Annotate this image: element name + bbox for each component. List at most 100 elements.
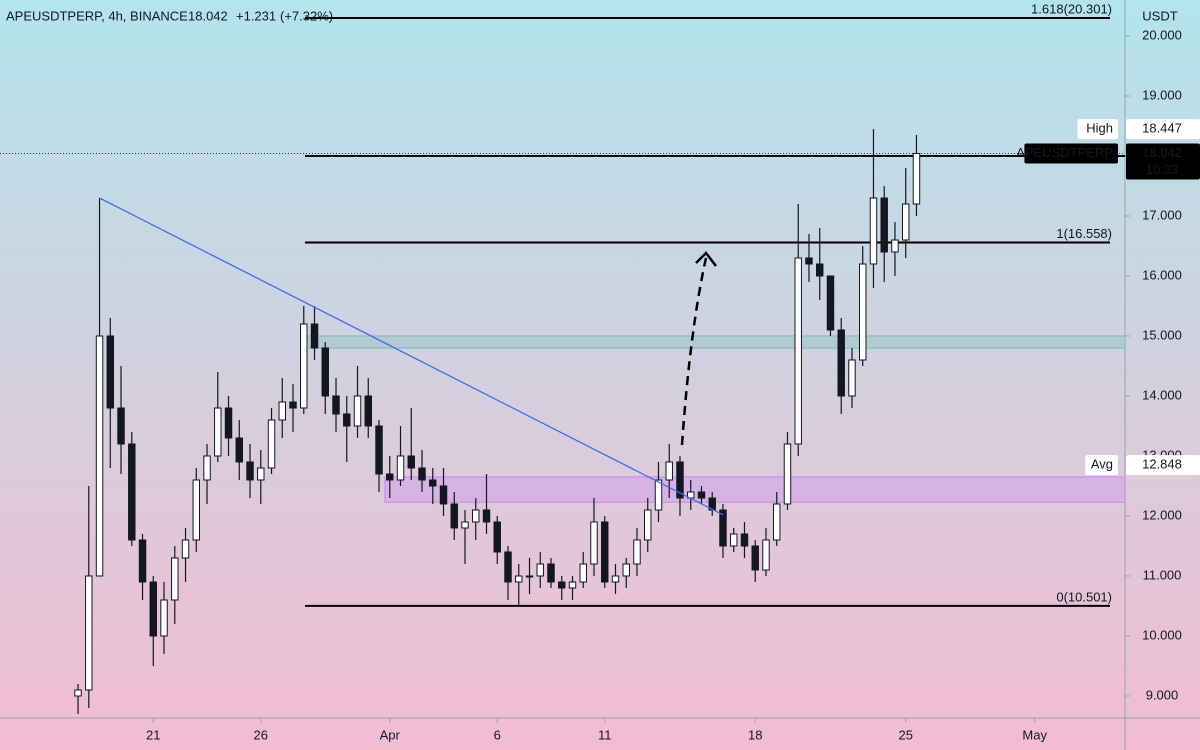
candle-body [837,329,845,397]
marker-label: APEUSDTPERP [1016,145,1113,160]
x-tick-label: 21 [146,727,160,742]
zone [384,476,1126,503]
candle-body [203,455,211,481]
candle-body [310,323,319,349]
candle-body [719,509,727,547]
candle-body [751,545,759,571]
candle-body [525,575,534,578]
x-tick-label: 6 [494,727,501,742]
candle-body [869,197,878,265]
candle-body [482,509,491,523]
y-tick-label: 9.000 [1146,687,1179,702]
candle-body [386,473,394,481]
candle-body [85,575,93,691]
candle-body [117,407,125,445]
candle-body [450,503,458,529]
candle-body [816,263,824,277]
candle-body [611,575,620,583]
candle-body [95,335,104,577]
y-tick-label: 10.000 [1142,627,1182,642]
x-tick-label: 11 [598,727,612,742]
candle-body [396,455,405,481]
marker-value: 12.848 [1142,457,1182,472]
candle-body [289,401,297,409]
candle-body [547,563,555,583]
candle-body [493,521,501,553]
fib-label: 0(10.501) [1056,589,1112,604]
candle-body [740,533,749,547]
candle-body [214,407,222,457]
candle-body [848,359,856,397]
x-tick-label: 18 [748,727,762,742]
candle-body [504,551,512,583]
zone [304,335,1126,349]
candle-body [160,599,168,637]
candle-body [515,575,523,583]
candle-body [138,539,147,583]
x-tick-label: Apr [380,727,401,742]
y-tick-label: 11.000 [1143,567,1182,582]
marker-label-box [1085,455,1118,476]
candle-body [375,425,383,475]
candle-body [676,461,684,499]
candle-body [601,521,609,583]
candle-body [536,563,544,577]
candle-body [912,152,921,205]
candle-body [257,467,265,481]
candle-body [74,689,82,697]
projection-arrow [680,257,708,446]
currency-label: USDT [1142,8,1177,23]
y-tick-label: 17.000 [1142,207,1182,222]
candle-body [901,203,910,241]
y-tick-label: 12.000 [1142,507,1182,522]
candle-body [558,581,566,589]
candle-body [171,557,179,601]
candle-body [149,581,158,637]
candle-body [192,479,201,541]
candle-body [762,539,770,571]
candle-body [429,479,437,487]
fib-label: 1.618(20.301) [1031,1,1112,16]
marker-time: 10:33 [1146,162,1179,177]
candle-body [461,521,469,529]
projection-arrow-head [695,251,717,267]
marker-value: 18.042 [1142,145,1182,160]
candle-body [665,461,673,481]
candle-body [773,503,781,541]
fib-label: 1(16.558) [1056,226,1112,241]
marker-value: 18.447 [1142,121,1182,136]
candle-body [590,521,598,565]
candle-body [472,509,480,523]
marker-value-box [1126,143,1200,180]
x-tick-label: 26 [254,727,268,742]
quote-last: 18.042 [188,8,228,23]
y-tick-label: 20.000 [1142,27,1182,42]
candle-body [633,539,641,565]
candle-body [300,323,308,409]
candle-body [439,485,448,505]
candle-body [364,395,372,427]
candle-body [246,461,254,481]
marker-value-box [1126,119,1200,140]
candle-body [654,479,663,511]
candle-body [128,443,136,541]
candle-body [332,395,340,415]
candle-body [858,263,867,361]
candle-body [278,401,286,421]
candle-body [353,395,362,427]
candle-body [644,509,652,541]
candle-body [418,467,426,481]
x-tick-label: May [1022,727,1047,742]
x-tick-label: 25 [898,727,912,742]
marker-label: High [1086,121,1113,136]
marker-label: Avg [1091,457,1113,472]
marker-value-box [1126,455,1200,476]
candle-body [794,257,802,445]
y-tick-label: 16.000 [1142,267,1182,282]
candle-body [697,491,706,499]
candle-body [783,443,792,505]
candle-body [568,581,577,589]
